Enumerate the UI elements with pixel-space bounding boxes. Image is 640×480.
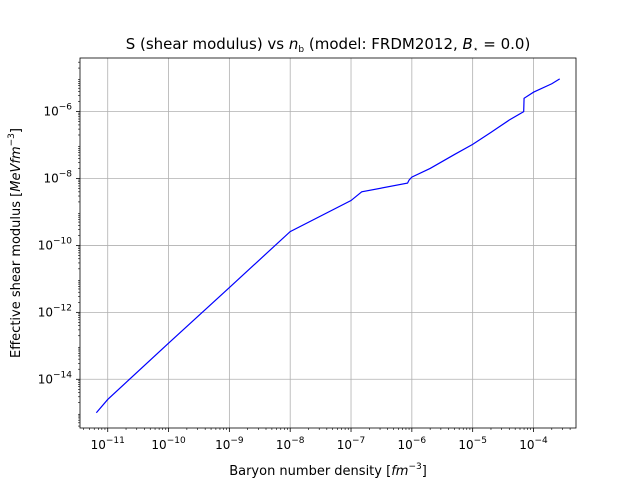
y-axis-label: Effective shear modulus [MeVfm−3] [7,128,24,358]
y-tick-label: 10−14 [38,370,73,386]
grid [80,58,576,428]
x-tick-label: 10−8 [276,436,305,452]
chart-title: S (shear modulus) vs nb (model: FRDM2012… [126,35,531,55]
x-tick-label: 10−11 [91,436,125,452]
series-line-shear-modulus [95,78,561,414]
y-tick-label: 10−10 [38,236,73,252]
y-tick-label: 10−8 [43,170,72,186]
ticks [76,61,571,432]
x-axis-label: Baryon number density [fm−3] [229,462,427,479]
tick-labels: 10−11 10−10 10−9 10−8 10−7 10−6 10−5 10−4 10−14 1… [38,103,548,452]
x-tick-label: 10−6 [398,436,427,452]
x-tick-label: 10−5 [458,436,487,452]
x-tick-label: 10−4 [519,436,548,452]
y-tick-label: 10−6 [43,103,72,119]
x-tick-label: 10−9 [215,436,244,452]
plot-frame [79,57,577,429]
y-tick-label: 10−12 [38,303,72,319]
x-tick-label: 10−10 [151,436,186,452]
x-tick-label: 10−7 [337,436,366,452]
